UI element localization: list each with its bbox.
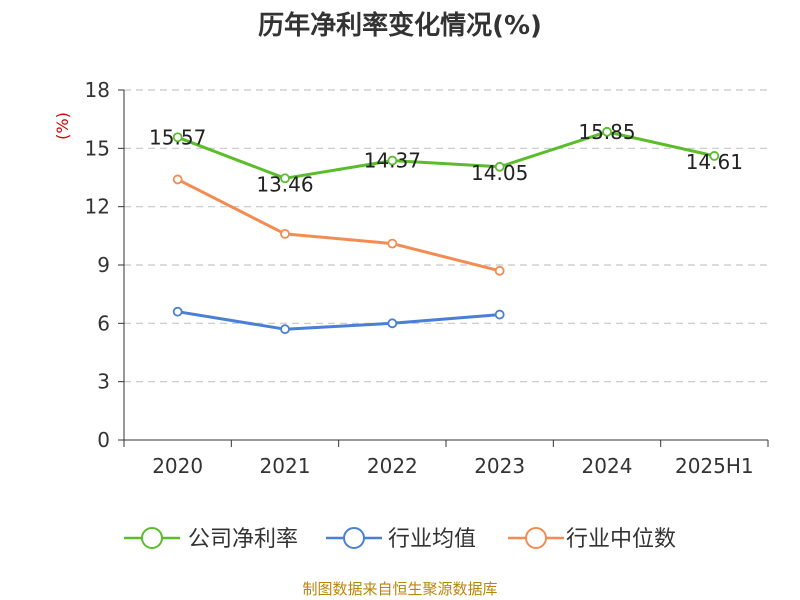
axes [118, 89, 769, 447]
y-tick-label: 15 [85, 136, 110, 160]
y-tick-label: 9 [97, 253, 110, 277]
legend-marker [343, 527, 365, 549]
x-tick-labels: 2020 2021 2022 2023 2024 2025H1 [152, 454, 753, 478]
data-label: 13.46 [256, 172, 313, 196]
legend-item: 行业均值 [326, 527, 476, 552]
source-note: 制图数据来自恒生聚源数据库 [302, 580, 497, 598]
data-label: 15.85 [578, 120, 635, 144]
data-point [494, 265, 505, 276]
data-point [172, 306, 183, 317]
data-point [172, 174, 183, 185]
x-tick-label: 2020 [152, 454, 203, 478]
x-tick-label: 2022 [367, 454, 418, 478]
data-point [280, 228, 290, 239]
y-tick-label: 6 [97, 311, 110, 335]
x-tick-label: 2025H1 [675, 454, 754, 478]
data-point [494, 161, 505, 172]
data-point [494, 309, 505, 320]
legend-item: 行业中位数 [508, 527, 676, 552]
data-label: 15.57 [149, 125, 206, 149]
data-point [387, 318, 398, 329]
data-point [709, 151, 720, 161]
y-tick-label: 12 [85, 195, 110, 219]
legend-label: 行业均值 [388, 527, 476, 552]
data-label: 14.61 [686, 150, 743, 174]
legend-label: 公司净利率 [188, 527, 298, 552]
y-tick-label: 3 [97, 370, 110, 394]
data-point [387, 155, 398, 166]
series-group [172, 126, 720, 335]
legend-marker [525, 527, 547, 549]
series-line-0 [177, 130, 715, 180]
legend-marker [141, 527, 163, 549]
data-point [280, 324, 290, 335]
y-tick-label: 18 [85, 78, 110, 102]
gridlines [124, 89, 768, 383]
legend: 公司净利率 行业均值 行业中位数 [124, 527, 676, 552]
x-tick-label: 2024 [582, 454, 633, 478]
y-tick-labels: 0 3 6 9 12 15 18 [85, 78, 110, 452]
legend-label: 行业中位数 [566, 527, 676, 552]
series-line-2 [177, 178, 501, 273]
y-axis-unit: (%) [53, 112, 72, 140]
y-tick-label: 0 [97, 428, 110, 452]
data-point [387, 238, 398, 249]
data-labels: 15.57 13.46 14.37 14.05 15.85 14.61 [149, 120, 743, 196]
x-tick-label: 2023 [474, 454, 525, 478]
data-label: 14.05 [471, 161, 528, 185]
data-point [172, 132, 183, 143]
series-line-1 [177, 310, 500, 331]
data-point [602, 126, 612, 137]
x-tick-label: 2021 [260, 454, 311, 478]
legend-item: 公司净利率 [124, 527, 298, 552]
data-label: 14.37 [364, 149, 421, 173]
data-point [280, 173, 290, 184]
chart-title: 历年净利率变化情况(%) [258, 10, 542, 41]
